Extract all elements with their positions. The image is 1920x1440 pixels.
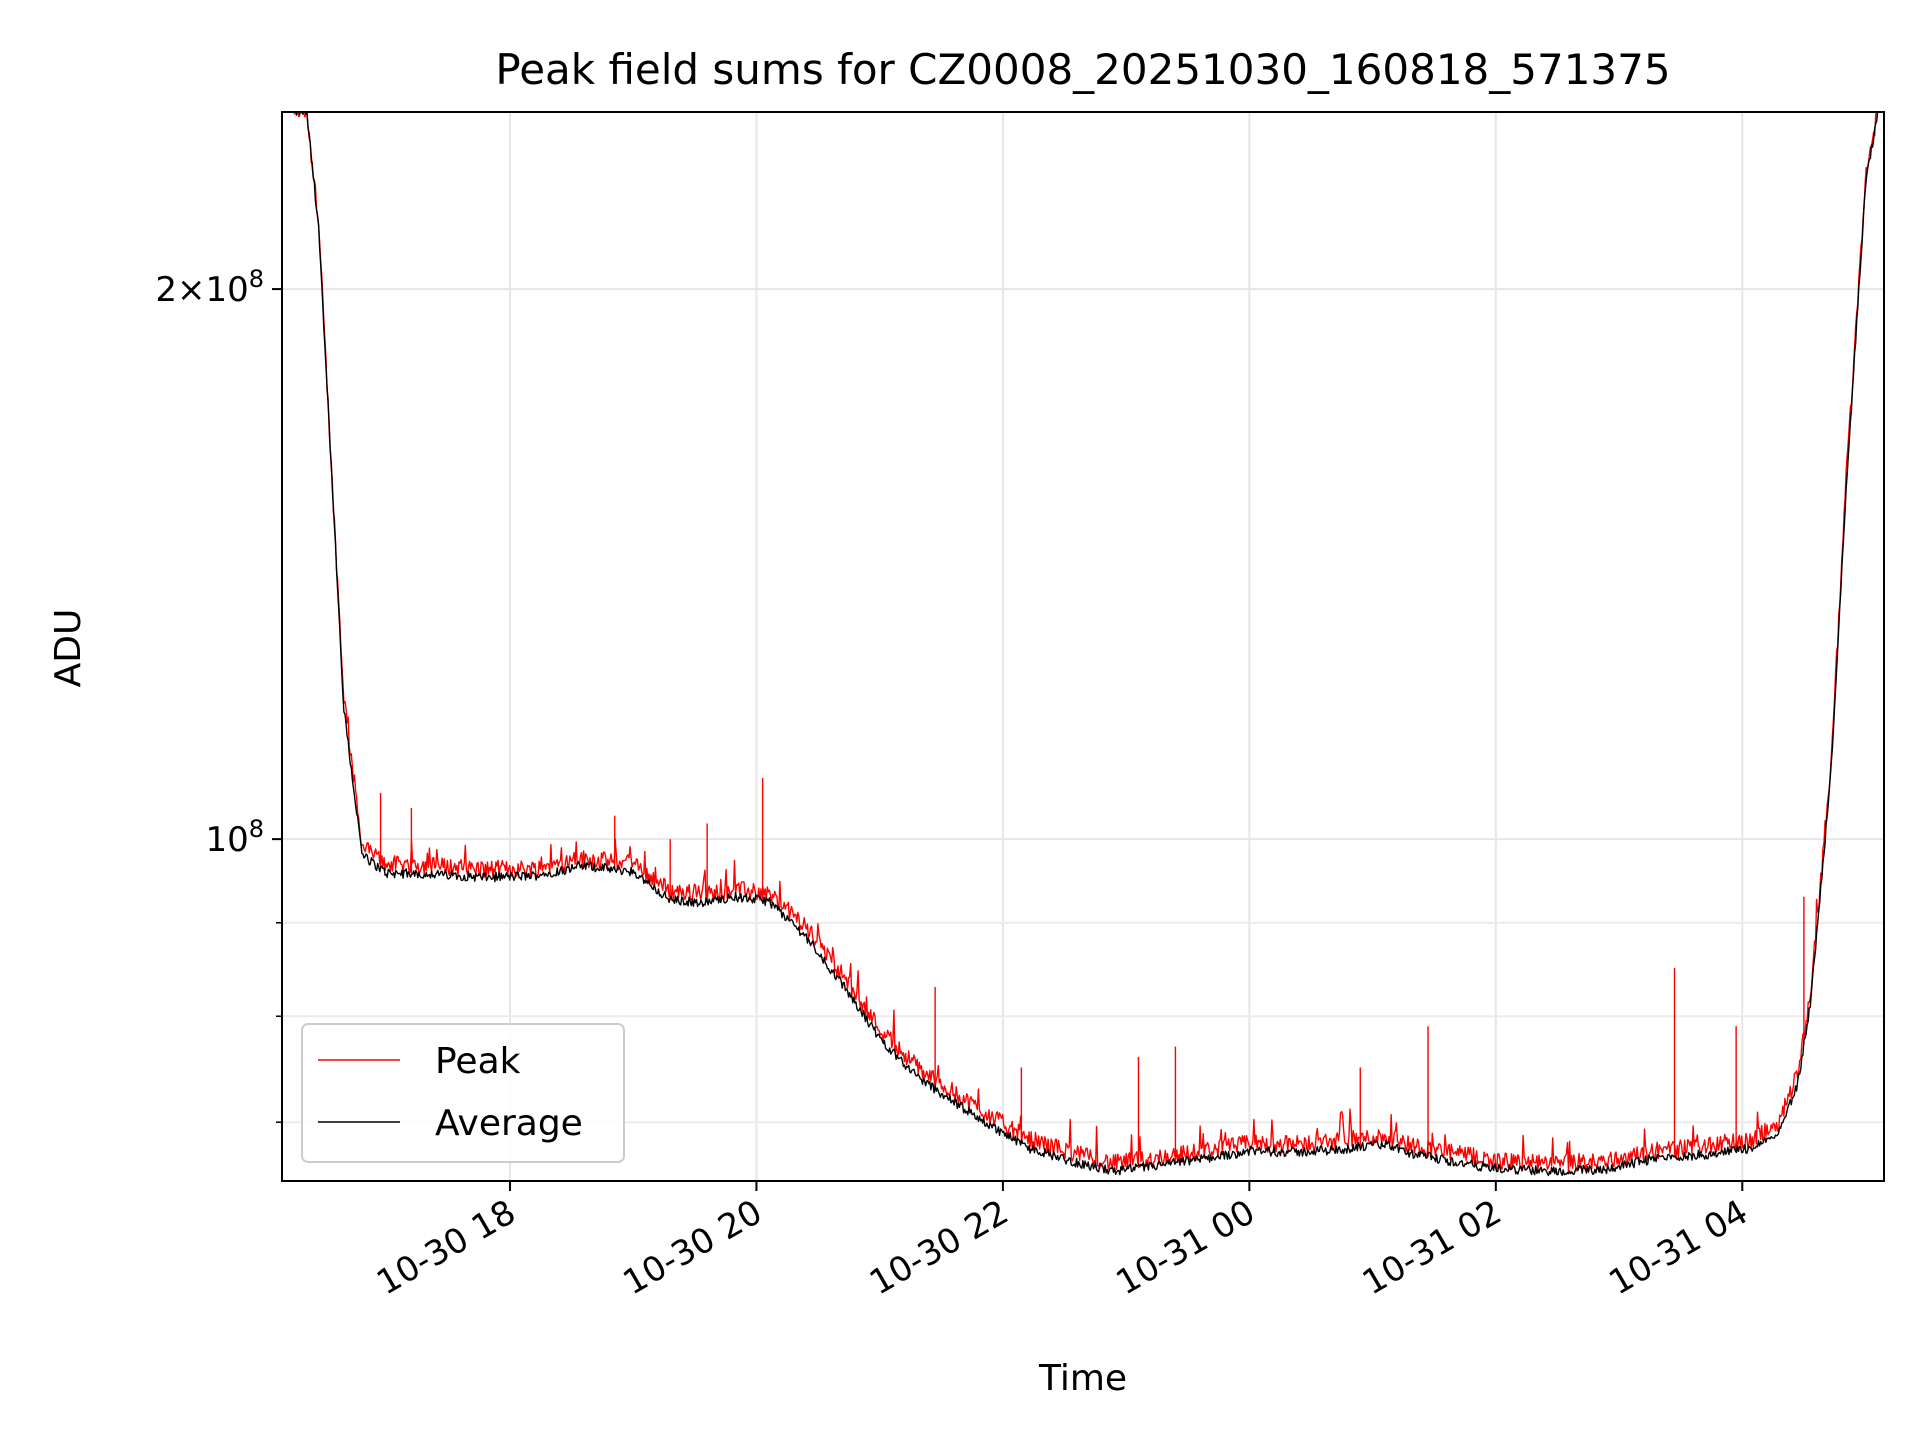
series-peak-line (293, 112, 1878, 1173)
chart-title: Peak field sums for CZ0008_20251030_1608… (495, 45, 1670, 94)
legend-label-average: Average (435, 1103, 583, 1144)
y-axis: 108 2×108 (155, 265, 282, 1123)
legend: Peak Average (301, 1023, 625, 1163)
legend-label-peak: Peak (435, 1041, 521, 1082)
y-tick-label: 108 (205, 815, 264, 860)
x-axis-label: Time (1038, 1358, 1127, 1399)
y-tick-label: 2×108 (155, 265, 264, 310)
plot-frame (281, 111, 1885, 1182)
series-average-line (295, 112, 1879, 1177)
legend-box (301, 1023, 625, 1163)
y-axis-label: ADU (48, 609, 89, 688)
series-layer (293, 112, 1879, 1177)
